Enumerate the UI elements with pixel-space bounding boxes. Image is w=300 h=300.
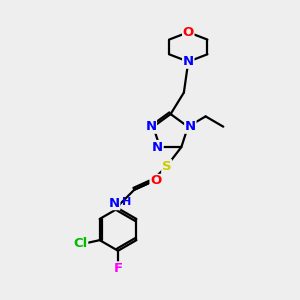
Text: F: F bbox=[113, 262, 123, 275]
Text: S: S bbox=[162, 160, 171, 173]
Text: O: O bbox=[183, 26, 194, 39]
Text: O: O bbox=[150, 175, 161, 188]
Text: N: N bbox=[145, 120, 157, 133]
Text: Cl: Cl bbox=[74, 237, 88, 250]
Text: N: N bbox=[109, 196, 120, 209]
Text: N: N bbox=[185, 120, 196, 133]
Text: H: H bbox=[122, 197, 131, 208]
Text: N: N bbox=[183, 55, 194, 68]
Text: N: N bbox=[152, 141, 163, 154]
